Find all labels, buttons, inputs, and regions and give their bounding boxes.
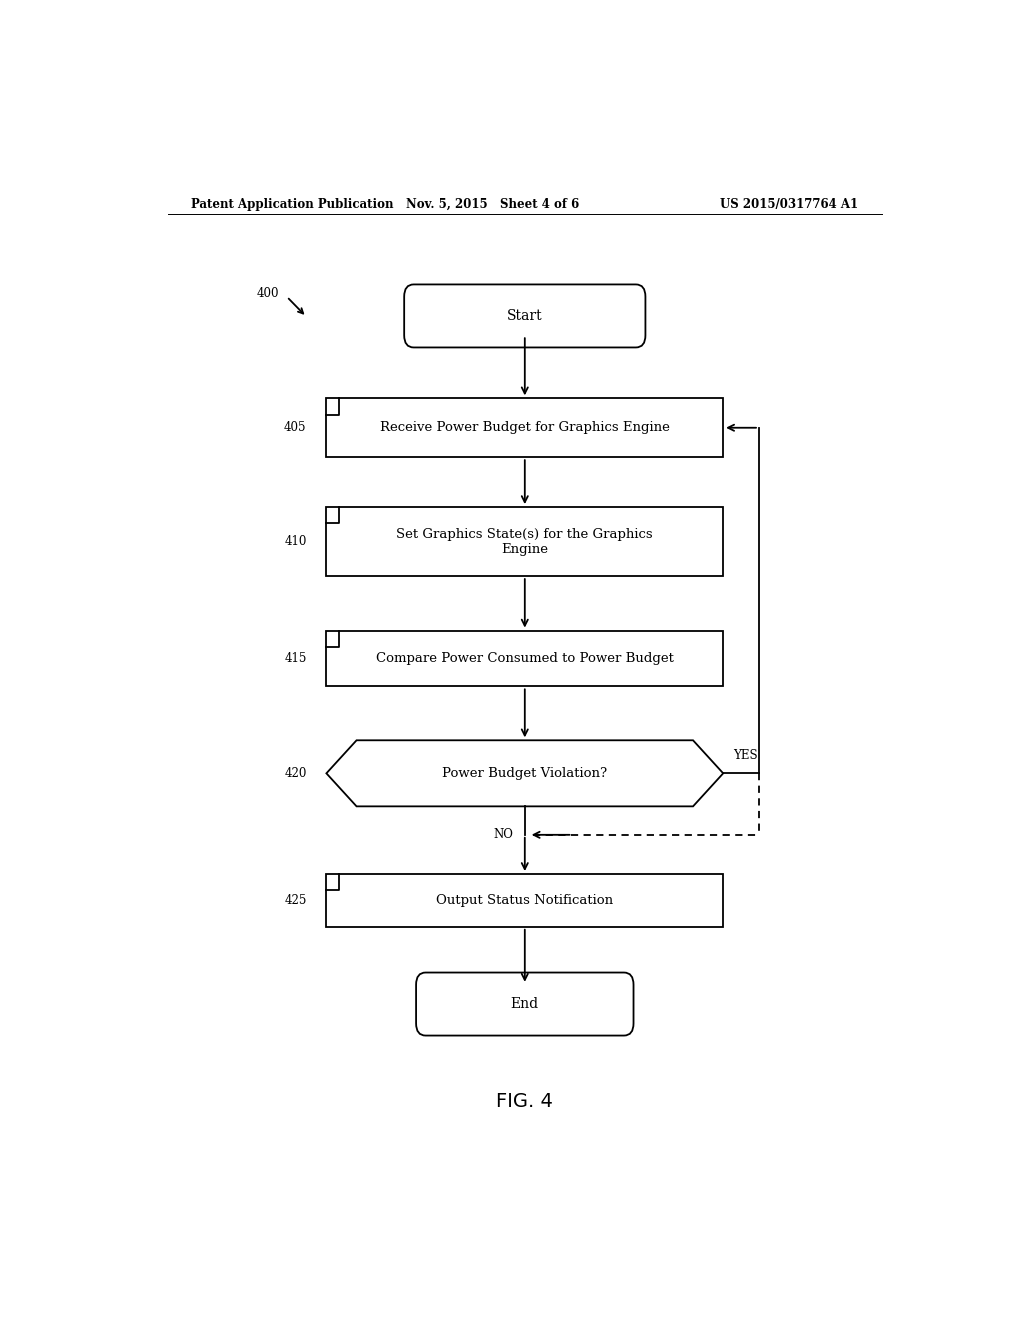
Text: NO: NO	[493, 829, 513, 841]
Text: US 2015/0317764 A1: US 2015/0317764 A1	[720, 198, 858, 211]
Text: 410: 410	[285, 535, 306, 548]
Text: End: End	[511, 997, 539, 1011]
Text: Start: Start	[507, 309, 543, 323]
Text: 405: 405	[284, 421, 306, 434]
Bar	[327, 874, 723, 927]
Text: 420: 420	[285, 767, 306, 780]
FancyBboxPatch shape	[404, 284, 645, 347]
Text: 400: 400	[256, 286, 279, 300]
Text: Receive Power Budget for Graphics Engine: Receive Power Budget for Graphics Engine	[380, 421, 670, 434]
Text: YES: YES	[733, 748, 758, 762]
Text: Set Graphics State(s) for the Graphics
Engine: Set Graphics State(s) for the Graphics E…	[396, 528, 653, 556]
Bar	[327, 631, 723, 686]
Text: Nov. 5, 2015   Sheet 4 of 6: Nov. 5, 2015 Sheet 4 of 6	[407, 198, 580, 211]
Text: 415: 415	[285, 652, 306, 665]
Text: 425: 425	[285, 894, 306, 907]
Bar	[327, 507, 723, 576]
Text: Compare Power Consumed to Power Budget: Compare Power Consumed to Power Budget	[376, 652, 674, 665]
Polygon shape	[327, 741, 723, 807]
Text: Patent Application Publication: Patent Application Publication	[191, 198, 394, 211]
Text: FIG. 4: FIG. 4	[497, 1092, 553, 1111]
FancyBboxPatch shape	[416, 973, 634, 1036]
Text: Power Budget Violation?: Power Budget Violation?	[442, 767, 607, 780]
Text: Output Status Notification: Output Status Notification	[436, 894, 613, 907]
Bar	[327, 399, 723, 457]
